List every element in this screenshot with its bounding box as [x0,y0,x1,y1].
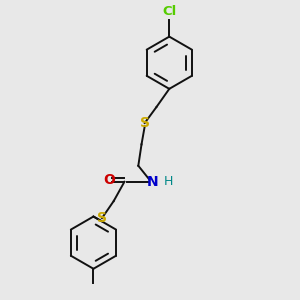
Text: S: S [140,116,150,130]
Text: H: H [164,175,173,188]
Text: O: O [103,173,116,187]
Text: Cl: Cl [162,5,176,18]
Text: S: S [97,211,107,225]
Text: N: N [146,175,158,189]
